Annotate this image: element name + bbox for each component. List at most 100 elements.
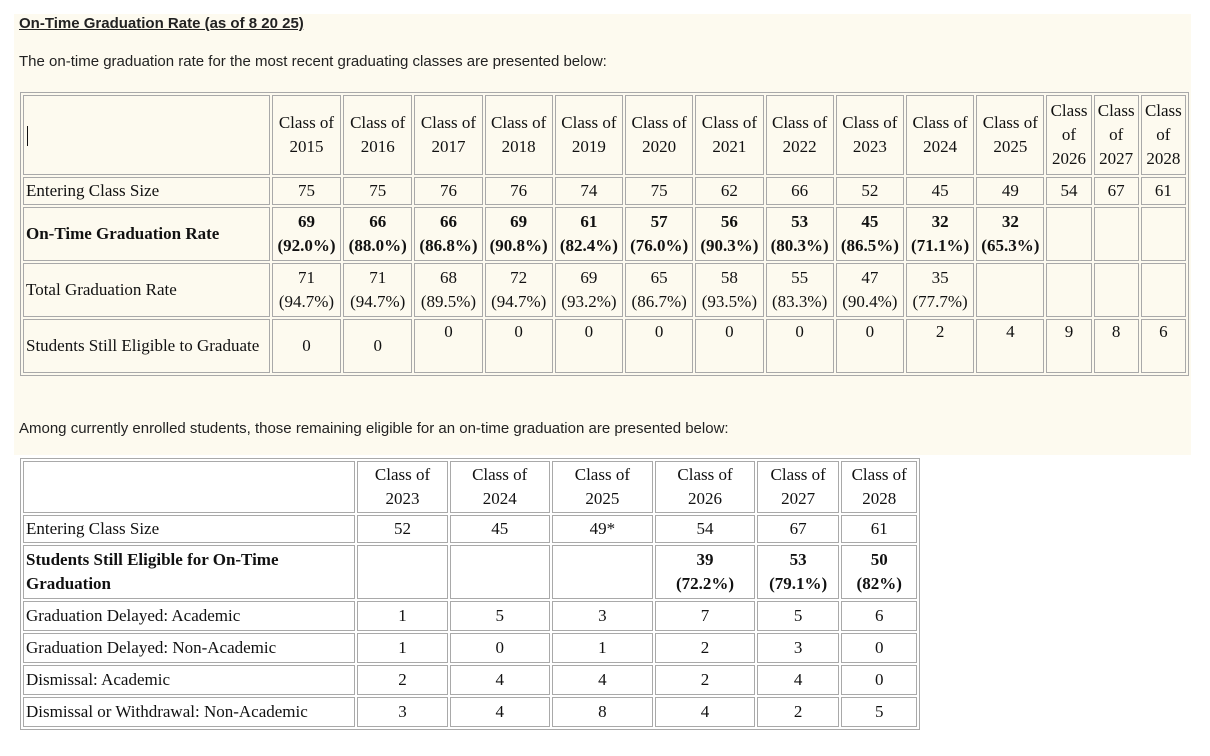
cell-line: 5 [874,702,884,721]
cell-line: 0 [495,638,504,657]
cell-line: 5 [793,606,803,625]
data-cell: 65 (86.7%) [625,263,694,317]
cell-line: (92.0%) [277,236,336,255]
data-cell [1046,263,1092,317]
cell-line: Class of [574,465,630,484]
data-cell: 71 (94.7%) [271,263,342,317]
column-header: Class of 2026 [655,461,755,513]
header-corner-cell[interactable] [23,95,270,175]
column-header: Class of 2022 [765,95,834,175]
cell-line: 2019 [571,137,606,156]
cell-line: Class of [491,113,547,132]
cell-line: Class of [982,113,1038,132]
cell-line: 2018 [501,137,536,156]
data-cell: 66 (88.0%) [343,207,413,261]
data-cell [976,263,1045,317]
cell-line: 61 [580,212,598,231]
data-cell: 56 (90.3%) [695,207,764,261]
cell-line: 0 [865,322,875,341]
data-cell: 66 (86.8%) [414,207,483,261]
cell-line: (90.3%) [700,236,759,255]
data-cell: 53 (80.3%) [765,207,834,261]
data-cell: 72 (94.7%) [484,263,553,317]
row-label: Entering Class Size [23,515,356,543]
data-cell: 6 [841,601,917,631]
cell-line: 53 [791,212,809,231]
cell-line: (77.7%) [912,292,968,311]
cell-line: 54 [1060,181,1078,200]
column-header: Class of 2016 [343,95,413,175]
data-cell: 0 [449,633,550,663]
data-cell: 4 [756,665,840,695]
cell-line: 58 [720,268,738,287]
data-cell: 0 [841,633,917,663]
cell-line: 75 [369,181,387,200]
data-cell: 54 [655,515,755,543]
cell-line: 8 [1111,322,1121,341]
cell-line: 2028 [862,489,897,508]
data-cell: 49* [551,515,654,543]
header-corner-cell [23,461,356,513]
cell-line: 0 [373,336,382,355]
cell-line: (83.3%) [772,292,828,311]
data-cell: 2 [655,665,755,695]
data-cell: 66 [765,177,834,205]
cell-line: (90.4%) [842,292,898,311]
cell-line: 2028 [1146,149,1181,168]
cell-line: 4 [495,702,504,721]
data-cell: 67 [1093,177,1139,205]
data-cell: 0 [414,319,483,373]
cell-line: 2 [935,322,945,341]
data-cell: 57 (76.0%) [625,207,694,261]
data-cell: 69 (92.0%) [271,207,342,261]
cell-line: (93.5%) [701,292,757,311]
eligibility-table: Class of 2023 Class of 2024 Class of 2025 Clas… [20,458,920,730]
data-cell: 4 [449,697,550,727]
data-cell: 35 (77.7%) [905,263,975,317]
cell-line: Class [1144,101,1182,120]
cell-line: (94.7%) [491,292,547,311]
cell-line: 76 [439,181,457,200]
cell-line: 2024 [923,137,958,156]
cell-line: 1 [398,606,407,625]
cell-line: 2016 [360,137,395,156]
data-cell: 61 [1140,177,1186,205]
column-header: Class of 2019 [554,95,624,175]
cell-line: Class of [420,113,477,132]
data-cell: 49 [976,177,1045,205]
cell-line: 2 [793,702,803,721]
data-cell: 9 [1046,319,1092,373]
cell-line: Class of [561,113,617,132]
cell-line: 0 [654,322,664,341]
cell-line: 68 [439,268,457,287]
cell-line: 69 [580,268,598,287]
data-cell: 4 [551,665,654,695]
cell-line: 66 [439,212,457,231]
data-cell [449,545,550,599]
cell-line: 56 [720,212,738,231]
cell-line: 2015 [289,137,324,156]
data-cell: 0 [271,319,342,373]
cell-line: 66 [369,212,387,231]
cell-line: 71 [297,268,315,287]
cell-line: 9 [1064,322,1074,341]
row-label: Students Still Eligible to Graduate [23,319,270,373]
data-cell: 47 (90.4%) [835,263,904,317]
data-cell: 45 [905,177,975,205]
data-cell: 53 (79.1%) [756,545,840,599]
cell-line: 75 [650,181,668,200]
data-cell: 3 [357,697,448,727]
cell-line: 2025 [585,489,620,508]
table-header-row: Class of 2023 Class of 2024 Class of 2025 Clas… [23,461,917,513]
cell-line: Class of [278,113,335,132]
cell-line: Class of [631,113,687,132]
data-cell: 0 [484,319,553,373]
cell-line: 74 [580,181,598,200]
data-cell [1093,263,1139,317]
cell-line: 75 [297,181,315,200]
cell-line: 45 [931,181,949,200]
column-header: Class of 2015 [271,95,342,175]
data-cell: 5 [756,601,840,631]
eligibility-intro: Among currently enrolled students, those… [19,420,729,437]
data-cell: 54 [1046,177,1092,205]
